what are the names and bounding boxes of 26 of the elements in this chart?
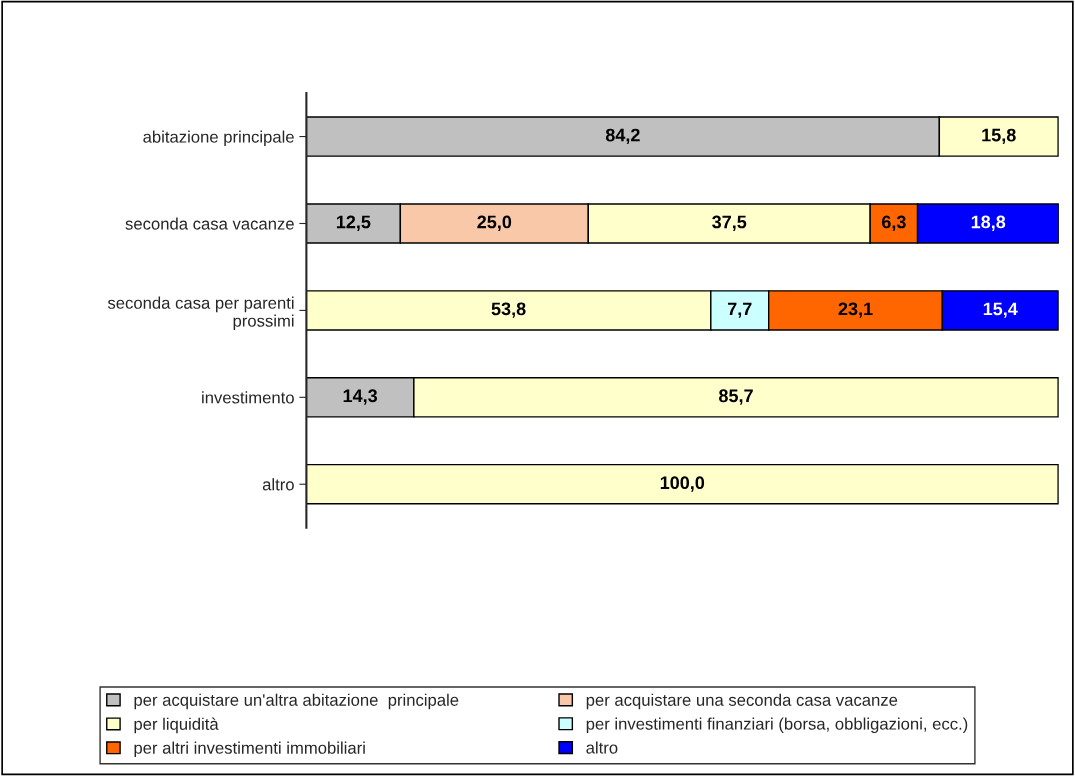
y-tick-label: abitazione principale (143, 130, 294, 147)
legend-label: per altri investimenti immobiliari (134, 741, 365, 758)
y-tick-label: seconda casa vacanze (125, 217, 294, 230)
data-label: 100,0 (660, 476, 705, 492)
data-label: 85,7 (719, 389, 753, 405)
bar (306, 463, 1059, 505)
y-tick-label: altro (262, 478, 294, 491)
data-label: 7,7 (727, 302, 752, 318)
data-label: 18,8 (971, 215, 1006, 231)
data-label: 12,5 (336, 215, 371, 231)
data-label: 14,3 (343, 389, 378, 405)
data-label: 84,2 (605, 128, 640, 145)
legend-label: per liquidità (134, 717, 219, 734)
data-label: 6,3 (881, 215, 906, 231)
data-label: 15,4 (983, 302, 1018, 318)
data-label: 25,0 (477, 215, 512, 231)
data-label: 53,8 (491, 302, 526, 318)
data-label: 37,5 (712, 215, 747, 231)
y-tick-label: seconda casa per parenti prossimi (107, 296, 294, 331)
data-label: 15,8 (982, 128, 1016, 145)
legend-label: per investimenti finanziari (borsa, obbligazioni, ecc.) (586, 717, 968, 734)
y-tick-label: investimento (202, 391, 294, 404)
legend-label: altro (586, 741, 618, 754)
legend-label: per acquistare un'altra abitazione principale (134, 693, 459, 710)
legend-label: per acquistare una seconda casa vacanze (586, 693, 898, 710)
data-label: 23,1 (838, 302, 873, 318)
